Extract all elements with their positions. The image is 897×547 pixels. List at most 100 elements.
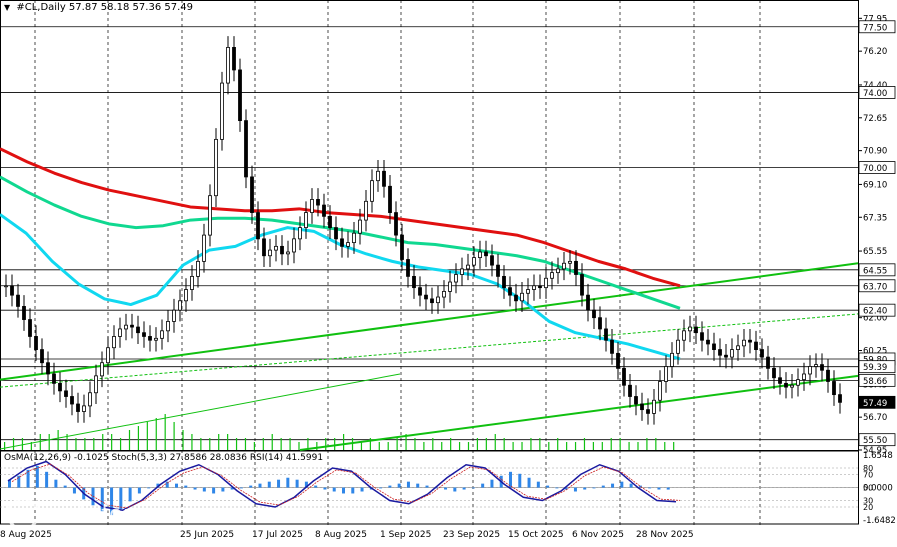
volume-bar	[637, 442, 639, 450]
candle-body	[220, 82, 224, 140]
volume-bar	[476, 438, 479, 450]
x-tick-label: 6 Nov 2025	[572, 530, 624, 540]
volume-bar	[102, 434, 104, 450]
candle-body	[682, 330, 686, 341]
volume-bar	[200, 438, 202, 450]
candle-body	[754, 341, 758, 350]
osma-bar	[156, 483, 160, 488]
candle-body	[652, 399, 656, 414]
price-level-label: 74.00	[863, 89, 887, 99]
price-level-tag	[858, 86, 896, 99]
candle-body	[472, 257, 476, 266]
candle-body	[790, 384, 794, 388]
osma-tick-label: -1.6482	[863, 516, 896, 526]
candle-body	[94, 375, 98, 394]
ma-mid-line	[0, 175, 681, 310]
candle-body	[412, 275, 416, 289]
candle-body	[160, 330, 164, 339]
osma-bar	[35, 465, 39, 488]
osma-bar	[323, 487, 327, 490]
osma-bar	[230, 487, 234, 490]
candle-body	[838, 394, 842, 403]
volume-bar	[235, 438, 238, 450]
candle-body	[352, 232, 356, 244]
osma-bar	[332, 487, 336, 492]
osma-bar	[564, 487, 568, 490]
osma-bar	[277, 479, 281, 488]
dropdown-triangle-icon[interactable]: ▼	[4, 3, 11, 12]
instaforex-logo: instaforex	[6, 497, 159, 531]
candle-body	[100, 362, 104, 377]
volume-bar	[592, 442, 594, 450]
candle-body	[598, 317, 602, 330]
volume-bar	[503, 438, 505, 450]
y-tick-label: 70.90	[863, 147, 887, 157]
candle-body	[532, 285, 536, 290]
osma-bar	[444, 487, 448, 490]
osma-bar	[267, 481, 271, 488]
price-level-tag	[858, 303, 896, 317]
osma-bar	[601, 485, 605, 488]
candle-body	[58, 382, 62, 392]
candle-body	[400, 234, 404, 260]
y-tick-label: 67.35	[863, 213, 887, 223]
stoch-level-label: 80	[863, 464, 873, 473]
y-tick-label: 69.10	[863, 180, 887, 190]
osma-bar	[295, 479, 299, 488]
y-tick-label: 54.95	[863, 446, 887, 456]
stoch-main-line	[7, 460, 677, 512]
indicator-label: OsMA(12,26,9) -0.1025 Stoch(5,3,3) 27.85…	[4, 453, 324, 463]
osma-bar	[397, 483, 401, 488]
y-tick-label: 62.00	[863, 314, 887, 324]
volume-bar	[111, 434, 113, 450]
candle-body	[316, 199, 320, 206]
volume-bar	[387, 442, 389, 450]
candle-body	[796, 379, 800, 386]
candle-body	[772, 367, 776, 379]
volume-bar	[325, 438, 327, 450]
volume-bar	[458, 442, 461, 450]
candle-body	[274, 245, 278, 251]
candle-body	[502, 275, 506, 289]
volume-bar	[66, 434, 68, 450]
price-level-tag	[858, 161, 896, 174]
candle-body	[232, 47, 236, 71]
candle-body	[544, 277, 548, 289]
candle-body	[688, 326, 692, 332]
volume-bar	[128, 430, 131, 450]
volume-bar	[548, 442, 550, 450]
osma-bar	[63, 485, 67, 488]
osma-bar	[666, 487, 670, 490]
volume-bar	[289, 438, 291, 450]
stoch-level-label: 30	[863, 497, 873, 506]
volume-bar	[450, 438, 452, 450]
trendline-lower	[299, 374, 859, 451]
candle-body	[226, 47, 230, 84]
osma-bar	[648, 487, 652, 489]
volume-bar	[485, 438, 487, 450]
osma-bar	[620, 481, 624, 488]
candle-body	[826, 369, 830, 382]
candle-body	[742, 339, 746, 347]
volume-bar	[280, 438, 282, 450]
candle-body	[802, 373, 806, 381]
candle-body	[706, 339, 710, 345]
osma-bar	[193, 487, 197, 490]
osma-bar	[100, 487, 104, 512]
volume-bar	[664, 442, 666, 450]
volume-bar	[539, 438, 541, 450]
osma-bar	[406, 481, 410, 488]
volume-bar	[619, 438, 621, 450]
y-tick-label: 72.65	[863, 114, 887, 124]
osma-bar	[17, 475, 21, 488]
candle-body	[808, 366, 812, 375]
stoch-level-label: 50	[863, 484, 873, 493]
candle-body	[76, 403, 80, 412]
osma-bar	[638, 485, 642, 488]
osma-bar	[453, 487, 457, 492]
candle-body	[712, 343, 716, 350]
candle-body	[640, 403, 644, 411]
osma-bar	[249, 485, 253, 488]
candle-body	[82, 405, 86, 412]
candle-body	[430, 298, 434, 304]
